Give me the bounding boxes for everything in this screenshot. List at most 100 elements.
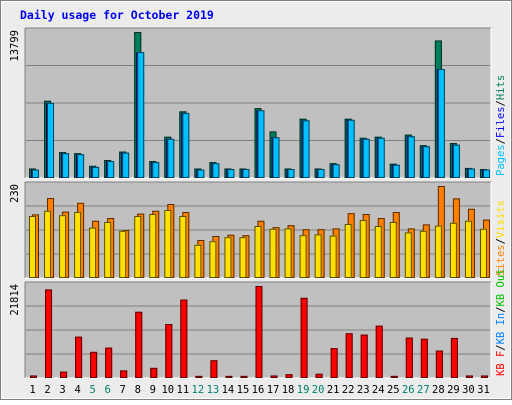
bar-kb-f [360, 334, 368, 378]
bar-pages-edge [377, 137, 385, 178]
bar-visits-fill [224, 237, 232, 278]
y-max-label-bottom: 21814 [9, 284, 21, 316]
bar-kb-f [390, 375, 398, 379]
bar-visits-fill [134, 216, 142, 278]
bar-kb-f [330, 348, 338, 379]
bar-pages-edge [137, 52, 145, 179]
bar-kb-f [315, 373, 323, 379]
bar-kb-f-fill [405, 337, 413, 378]
bar-kb-f [450, 337, 458, 379]
bar-pages-fill [272, 137, 280, 178]
bar-pages [272, 137, 280, 179]
bar-kb-f-edge [135, 311, 143, 378]
bar-pages-fill [362, 138, 370, 178]
bar-kb-f [180, 299, 188, 378]
bar-pages-edge [287, 169, 295, 178]
bar-pages [422, 146, 430, 179]
legend-item: / [495, 100, 507, 106]
bar-pages-fill [107, 161, 115, 178]
x-tick-label: 10 [161, 384, 174, 396]
bar-kb-f [240, 375, 248, 379]
x-tick-label: 3 [59, 384, 65, 396]
bar-visits-edge [419, 230, 427, 279]
bar-kb-f-fill [210, 360, 218, 378]
bar-pages [407, 136, 415, 179]
bar-visits-fill [239, 237, 247, 278]
bar-kb-f-edge [225, 375, 233, 379]
bar-kb-f-edge [150, 367, 158, 378]
y-max-label-middle: 230 [9, 184, 21, 203]
bar-pages-fill [392, 164, 400, 178]
legend-item: / [495, 238, 507, 244]
bar-pages-edge [407, 136, 415, 179]
bar-kb-f-fill [360, 334, 368, 378]
bar-kb-f-edge [300, 297, 308, 379]
bar-visits-fill [209, 241, 217, 278]
bar-visits [254, 226, 262, 278]
x-tick-label: 9 [150, 384, 156, 396]
bar-visits-edge [389, 222, 397, 278]
legend-item: Visits [495, 200, 507, 238]
bar-pages [362, 138, 370, 178]
bar-pages-fill [407, 136, 415, 178]
x-tick-label: 18 [282, 384, 295, 396]
legend-top: Pages/Files/Hits [495, 75, 507, 176]
bar-visits-edge [134, 216, 142, 278]
bar-kb-f-edge [360, 334, 368, 378]
bar-visits [194, 244, 202, 279]
bar-pages-edge [467, 168, 475, 178]
bar-kb-f-fill [150, 367, 158, 378]
bar-pages-fill [332, 164, 340, 178]
bar-kb-f [270, 375, 278, 378]
bar-kb-f-fill [390, 375, 398, 378]
bar-kb-f [345, 333, 353, 379]
bar-kb-f-fill [420, 338, 428, 378]
bar-visits-edge [209, 241, 217, 278]
bar-visits [179, 216, 187, 278]
bar-pages-fill [227, 169, 235, 178]
legend-item: KB F [495, 351, 507, 376]
bar-kb-f-edge [390, 375, 398, 379]
x-tick-label: 17 [267, 384, 280, 396]
bar-kb-f [60, 371, 68, 379]
x-tick-label: 14 [222, 384, 235, 396]
bar-visits [329, 235, 337, 279]
bar-visits [29, 216, 36, 278]
bar-kb-f [435, 350, 443, 379]
bar-pages-fill [317, 169, 325, 178]
bar-kb-f [30, 375, 37, 378]
bar-pages [347, 119, 355, 179]
bar-kb-f [150, 367, 158, 378]
bar-pages-fill [242, 169, 250, 178]
bar-kb-f-edge [285, 374, 293, 379]
bar-kb-f [75, 336, 83, 378]
bar-kb-f-edge [270, 375, 278, 378]
bar-kb-f-fill [75, 336, 83, 378]
bar-visits-edge [299, 235, 307, 278]
bar-pages-fill [422, 146, 430, 178]
bar-visits-fill [29, 216, 36, 278]
bar-visits-edge [434, 225, 442, 279]
bar-pages-edge [152, 162, 160, 179]
x-tick-label: 20 [312, 384, 325, 396]
bar-kb-f-fill [255, 286, 263, 378]
bar-visits-edge [179, 216, 187, 278]
x-tick-label: 23 [357, 384, 370, 396]
bar-kb-f-edge [120, 370, 128, 378]
bar-pages-edge [482, 169, 490, 178]
x-tick-label: 21 [327, 384, 340, 396]
bar-pages-edge [122, 152, 130, 179]
bar-visits-edge [404, 232, 412, 278]
bar-pages [167, 138, 175, 178]
bar-pages-edge [62, 153, 70, 178]
x-tick-label: 25 [387, 384, 400, 396]
bar-visits [59, 215, 67, 278]
bar-visits-edge [374, 226, 382, 278]
bar-visits-edge [59, 215, 67, 278]
x-tick-label: 24 [372, 384, 385, 396]
legend-middle: Sites/Visits [495, 200, 507, 276]
bar-kb-f [465, 375, 473, 378]
x-tick-label: 11 [177, 384, 190, 396]
